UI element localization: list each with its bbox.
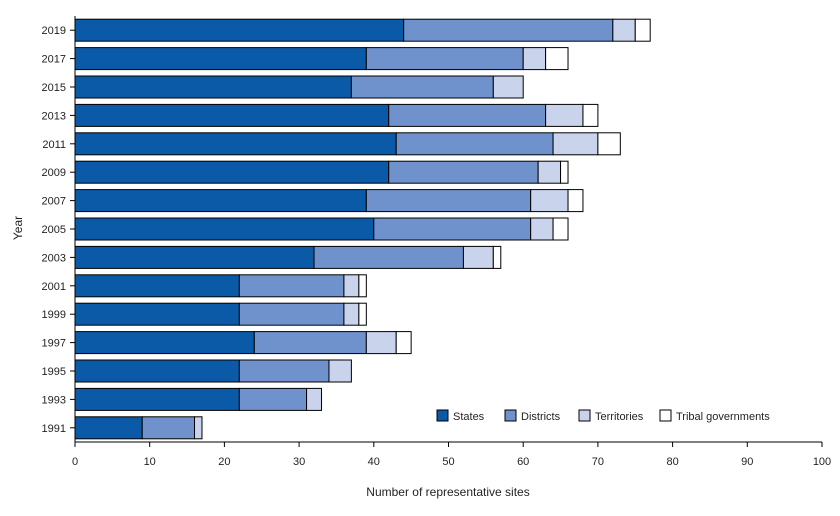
bar-2001-tribal-governments bbox=[358, 274, 367, 298]
y-tick-label-2005: 2005 bbox=[42, 224, 66, 236]
bar-1997-territories bbox=[365, 331, 397, 355]
y-tick-label-1999: 1999 bbox=[42, 309, 66, 321]
bar-1999-tribal-governments bbox=[358, 302, 367, 326]
legend-swatch-states bbox=[436, 409, 449, 422]
bar-2011-territories bbox=[552, 132, 599, 156]
bar-1993-districts bbox=[238, 387, 308, 411]
bar-2011-districts bbox=[395, 132, 554, 156]
axes-layer: 2019201720152013201120092007200520032001… bbox=[42, 16, 831, 468]
bar-2003-territories bbox=[462, 245, 494, 269]
bar-2015-districts bbox=[350, 75, 494, 99]
bar-1997-states bbox=[74, 331, 255, 355]
bar-2013-districts bbox=[388, 103, 547, 127]
bar-2009-states bbox=[74, 160, 390, 184]
y-tick-label-2009: 2009 bbox=[42, 167, 66, 179]
bar-1999-states bbox=[74, 302, 240, 326]
bar-2019-tribal-governments bbox=[634, 18, 651, 42]
bar-2017-states bbox=[74, 47, 367, 71]
bar-2017-districts bbox=[365, 47, 524, 71]
bar-2001-districts bbox=[238, 274, 345, 298]
legend-swatch-districts bbox=[504, 409, 517, 422]
bar-1999-districts bbox=[238, 302, 345, 326]
bar-2013-states bbox=[74, 103, 390, 127]
y-tick-label-2007: 2007 bbox=[42, 196, 66, 208]
y-tick-label-2011: 2011 bbox=[42, 139, 66, 151]
bar-2017-territories bbox=[522, 47, 547, 71]
x-tick-label-10: 10 bbox=[144, 456, 156, 468]
x-tick-label-20: 20 bbox=[218, 456, 230, 468]
bar-2015-states bbox=[74, 75, 352, 99]
x-tick-label-90: 90 bbox=[741, 456, 753, 468]
y-tick-label-1997: 1997 bbox=[42, 338, 66, 350]
legend-swatch-territories bbox=[578, 409, 591, 422]
x-tick-label-50: 50 bbox=[442, 456, 454, 468]
bar-2019-states bbox=[74, 18, 405, 42]
bar-1997-tribal-governments bbox=[395, 331, 412, 355]
x-tick-label-70: 70 bbox=[592, 456, 604, 468]
bar-1999-territories bbox=[343, 302, 360, 326]
y-tick-label-2015: 2015 bbox=[42, 82, 66, 94]
legend-swatch-tribal-governments bbox=[659, 409, 672, 422]
bar-1991-states bbox=[74, 416, 143, 440]
bar-2017-tribal-governments bbox=[545, 47, 569, 71]
y-axis-label: Year bbox=[11, 216, 25, 240]
bar-2009-tribal-governments bbox=[560, 160, 569, 184]
bar-1995-states bbox=[74, 359, 240, 383]
y-tick-label-1993: 1993 bbox=[42, 394, 66, 406]
bar-2009-districts bbox=[388, 160, 539, 184]
bar-2003-tribal-governments bbox=[492, 245, 502, 269]
x-tick-label-100: 100 bbox=[813, 456, 831, 468]
bar-2007-territories bbox=[530, 189, 569, 213]
bar-2013-territories bbox=[545, 103, 584, 127]
x-tick-label-0: 0 bbox=[72, 456, 78, 468]
bar-1991-districts bbox=[141, 416, 196, 440]
bar-1991-territories bbox=[194, 416, 203, 440]
bar-1995-territories bbox=[328, 359, 352, 383]
y-tick-label-1995: 1995 bbox=[42, 366, 66, 378]
bars-layer bbox=[74, 18, 651, 440]
y-tick-label-2003: 2003 bbox=[42, 252, 66, 264]
bar-2005-districts bbox=[373, 217, 532, 241]
bar-2015-territories bbox=[492, 75, 524, 99]
y-tick-label-2013: 2013 bbox=[42, 110, 66, 122]
bar-2005-tribal-governments bbox=[552, 217, 569, 241]
bar-2007-districts bbox=[365, 189, 532, 213]
bar-2005-territories bbox=[530, 217, 554, 241]
bar-2007-tribal-governments bbox=[567, 189, 584, 213]
bar-2009-territories bbox=[537, 160, 562, 184]
bar-2001-territories bbox=[343, 274, 360, 298]
x-tick-label-80: 80 bbox=[666, 456, 678, 468]
x-tick-label-40: 40 bbox=[368, 456, 380, 468]
legend: States Districts Territories Tribal governm… bbox=[436, 409, 770, 423]
bar-1993-territories bbox=[306, 387, 323, 411]
bar-2013-tribal-governments bbox=[582, 103, 599, 127]
y-tick-label-2017: 2017 bbox=[42, 54, 66, 66]
y-tick-label-1991: 1991 bbox=[42, 423, 66, 435]
bar-1995-districts bbox=[238, 359, 330, 383]
bar-2011-states bbox=[74, 132, 397, 156]
bar-2003-states bbox=[74, 245, 315, 269]
bar-2007-states bbox=[74, 189, 367, 213]
bar-1993-states bbox=[74, 387, 240, 411]
bar-2019-territories bbox=[612, 18, 636, 42]
bar-1997-districts bbox=[253, 331, 367, 355]
legend-label-states: States bbox=[453, 411, 485, 423]
bar-2005-states bbox=[74, 217, 375, 241]
x-tick-label-30: 30 bbox=[293, 456, 305, 468]
y-tick-label-2001: 2001 bbox=[42, 281, 66, 293]
bar-2011-tribal-governments bbox=[597, 132, 621, 156]
legend-label-tribal-governments: Tribal governments bbox=[676, 411, 770, 423]
legend-label-districts: Districts bbox=[521, 411, 561, 423]
bar-2001-states bbox=[74, 274, 240, 298]
bar-2003-districts bbox=[313, 245, 464, 269]
x-axis-label: Number of representative sites bbox=[366, 485, 529, 499]
x-tick-label-60: 60 bbox=[517, 456, 529, 468]
y-tick-label-2019: 2019 bbox=[42, 25, 66, 37]
bar-2019-districts bbox=[403, 18, 614, 42]
legend-label-territories: Territories bbox=[595, 411, 644, 423]
